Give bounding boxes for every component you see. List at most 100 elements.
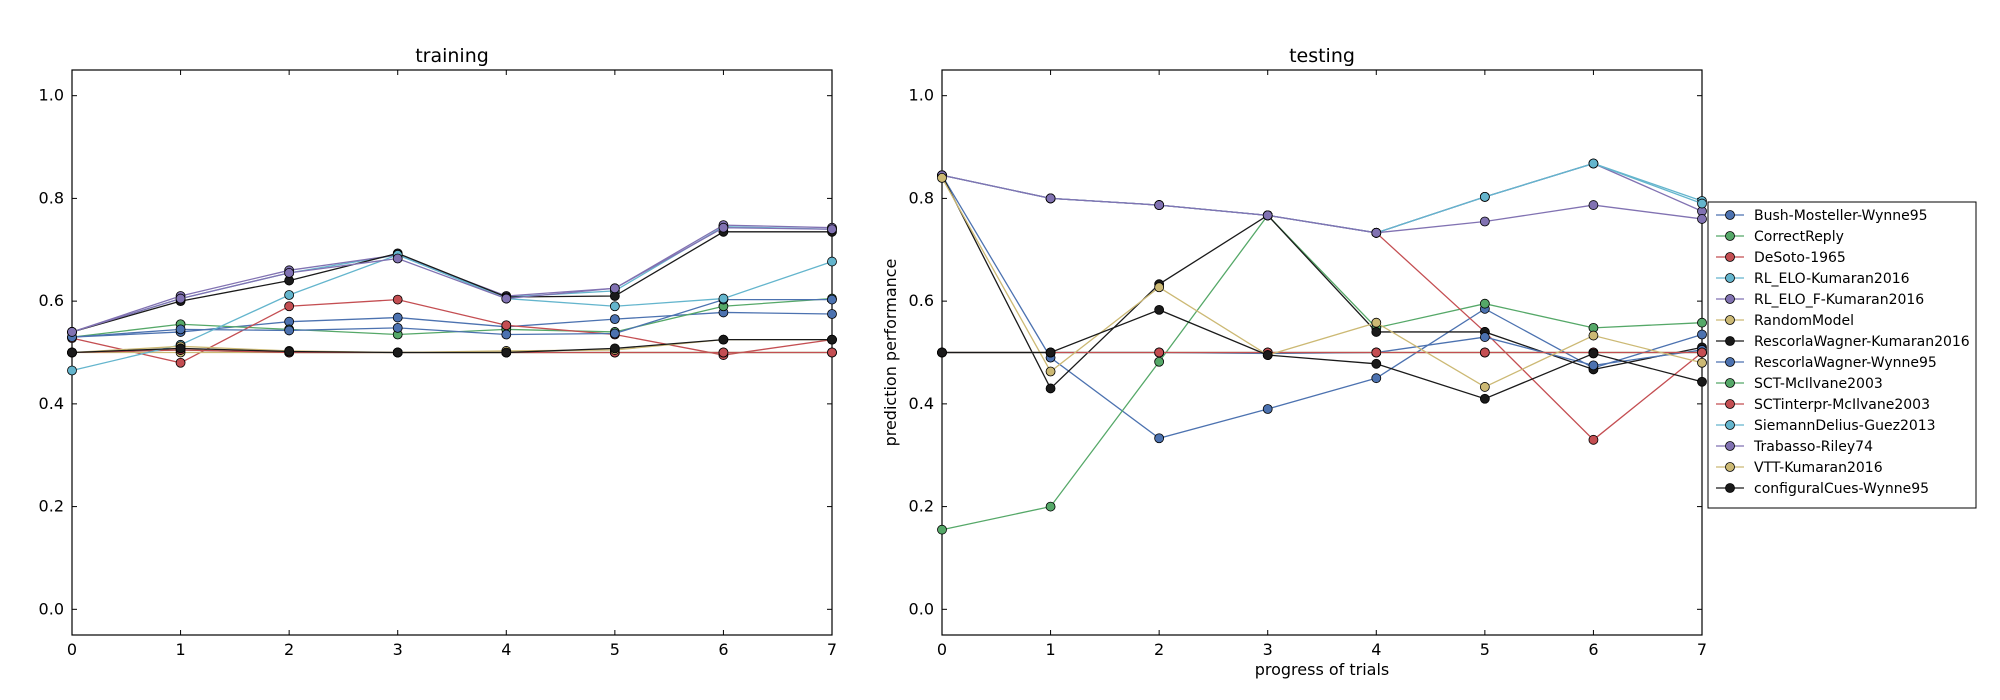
- training-series: [67, 220, 837, 376]
- training-point-bush-mosteller-wynne95: [827, 309, 837, 319]
- legend-marker: [1725, 294, 1735, 304]
- legend: Bush-Mosteller-Wynne95 CorrectReply DeSoto…: [1707, 201, 1977, 509]
- legend-marker: [1725, 252, 1735, 262]
- legend-label: configuralCues-Wynne95: [1754, 481, 1929, 497]
- training-series-configuralcues-wynne95: [67, 334, 837, 358]
- testing-point-rescorlawagner-wynne95: [1588, 360, 1599, 371]
- testing-point-configuralcues-wynne95: [1154, 304, 1165, 315]
- training-line-rescorlawagner-kumaran2016: [71, 231, 832, 333]
- training-point-desoto-1965: [175, 357, 186, 368]
- legend-label: Bush-Mosteller-Wynne95: [1754, 208, 1928, 224]
- legend-item-trabasso-riley74: Trabasso-Riley74: [1716, 439, 1873, 455]
- training-line-configuralcues-wynne95: [71, 339, 832, 354]
- legend-items: Bush-Mosteller-Wynne95 CorrectReply DeSoto…: [1716, 208, 1970, 497]
- testing-y-tick-label: 0.8: [909, 188, 934, 207]
- training-point-trabasso-riley74: [609, 283, 620, 294]
- testing-point-correctreply: [1697, 317, 1707, 328]
- testing-point-trabasso-riley74: [1371, 227, 1382, 238]
- testing-point-sctinterpr-mcilvane2003: [1371, 347, 1382, 358]
- legend-marker: [1725, 399, 1735, 409]
- training-line-rl-elo-kumaran2016: [71, 226, 833, 333]
- training-y-tick-label: 0.4: [39, 394, 64, 413]
- training-point-configuralcues-wynne95: [284, 346, 295, 357]
- testing-y-tick-label: 1.0: [909, 86, 934, 105]
- training-point-configuralcues-wynne95: [827, 334, 837, 345]
- legend-label: RL_ELO-Kumaran2016: [1754, 271, 1910, 287]
- testing-point-trabasso-riley74: [1045, 193, 1056, 204]
- testing-point-correctreply: [1479, 298, 1490, 309]
- legend-label: CorrectReply: [1754, 229, 1844, 245]
- testing-point-bush-mosteller-wynne95: [1371, 373, 1382, 384]
- testing-y-tick-label: 0.4: [909, 394, 934, 413]
- testing-point-sctinterpr-mcilvane2003: [1479, 347, 1490, 358]
- training-point-desoto-1965: [392, 294, 403, 305]
- testing-line-desoto-1965: [941, 174, 1703, 441]
- testing-line-correctreply: [941, 214, 1703, 531]
- training-point-siemanndelius-guez2013: [609, 301, 620, 312]
- legend-item-rl-elo-kumaran2016: RL_ELO-Kumaran2016: [1716, 271, 1910, 287]
- training-series-rescorlawagner-wynne95: [67, 294, 837, 342]
- legend-marker: [1725, 462, 1735, 472]
- training-point-trabasso-riley74: [175, 293, 186, 304]
- legend-label: RandomModel: [1754, 313, 1854, 329]
- training-series-rl-elo-kumaran2016: [67, 221, 837, 337]
- testing-y-ticks: 0.0 0.2 0.4 0.6 0.8 1.0: [909, 86, 1702, 618]
- testing-point-siemanndelius-guez2013: [1588, 158, 1599, 169]
- testing-point-trabasso-riley74: [1697, 214, 1707, 224]
- testing-line-rescorlawagner-kumaran2016: [941, 175, 1703, 390]
- testing-point-bush-mosteller-wynne95: [1697, 329, 1707, 340]
- legend-label: Trabasso-Riley74: [1753, 439, 1873, 455]
- training-line-bush-mosteller-wynne95: [71, 311, 833, 338]
- testing-point-configuralcues-wynne95: [1588, 348, 1599, 359]
- training-x-tick-label: 5: [610, 640, 620, 659]
- testing-x-tick-label: 0: [937, 640, 947, 659]
- testing-x-tick-label: 5: [1480, 640, 1490, 659]
- testing-point-vtt-kumaran2016: [1045, 366, 1056, 377]
- legend-label: SCT-McIlvane2003: [1754, 376, 1883, 392]
- testing-x-tick-label: 2: [1154, 640, 1164, 659]
- training-point-sctinterpr-mcilvane2003: [827, 347, 837, 358]
- testing-point-vtt-kumaran2016: [1588, 330, 1599, 341]
- legend-item-desoto-1965: DeSoto-1965: [1716, 250, 1846, 266]
- training-point-rescorlawagner-wynne95: [392, 322, 403, 333]
- legend-marker: [1725, 273, 1735, 283]
- training-x-tick-label: 0: [67, 640, 77, 659]
- legend-item-configuralcues-wynne95: configuralCues-Wynne95: [1716, 481, 1929, 497]
- testing-x-tick-label: 4: [1371, 640, 1381, 659]
- training-point-configuralcues-wynne95: [392, 347, 403, 358]
- training-x-tick-label: 3: [393, 640, 403, 659]
- testing-point-vtt-kumaran2016: [1154, 282, 1165, 293]
- testing-panel: testing 0 1 2 3 4 5 6 7 0.0 0.2 0.4 0.6 0.8 1.0: [909, 45, 1708, 659]
- testing-series: [937, 158, 1707, 535]
- training-y-ticks: 0.0 0.2 0.4 0.6 0.8 1.0: [39, 86, 832, 618]
- testing-point-vtt-kumaran2016: [1479, 382, 1490, 392]
- testing-point-correctreply: [1045, 501, 1056, 512]
- legend-box: [1707, 201, 1977, 509]
- testing-y-tick-label: 0.0: [909, 599, 934, 618]
- training-point-rescorlawagner-wynne95: [175, 324, 186, 335]
- training-point-trabasso-riley74: [718, 222, 729, 233]
- legend-label: RL_ELO_F-Kumaran2016: [1754, 292, 1924, 308]
- training-point-siemanndelius-guez2013: [827, 256, 837, 267]
- testing-x-ticks: 0 1 2 3 4 5 6 7: [937, 70, 1707, 659]
- testing-point-trabasso-riley74: [1262, 210, 1273, 221]
- testing-series-bush-mosteller-wynne95: [937, 170, 1707, 444]
- testing-y-tick-label: 0.6: [909, 291, 934, 310]
- training-point-siemanndelius-guez2013: [284, 290, 295, 300]
- training-point-sctinterpr-mcilvane2003: [718, 347, 729, 358]
- training-point-rescorlawagner-wynne95: [609, 328, 620, 339]
- testing-point-sctinterpr-mcilvane2003: [1154, 347, 1165, 358]
- training-y-tick-label: 1.0: [39, 86, 64, 105]
- training-point-configuralcues-wynne95: [67, 347, 77, 358]
- legend-item-siemanndelius-guez2013: SiemannDelius-Guez2013: [1716, 418, 1936, 434]
- legend-item-rescorlawagner-wynne95: RescorlaWagner-Wynne95: [1716, 355, 1937, 371]
- testing-point-rescorlawagner-kumaran2016: [1045, 383, 1056, 394]
- training-point-trabasso-riley74: [827, 224, 837, 235]
- legend-item-rl-elo-f-kumaran2016: RL_ELO_F-Kumaran2016: [1716, 292, 1924, 308]
- training-point-siemanndelius-guez2013: [718, 293, 729, 304]
- training-y-tick-label: 0.0: [39, 599, 64, 618]
- training-x-tick-label: 6: [718, 640, 728, 659]
- testing-point-siemanndelius-guez2013: [1479, 191, 1490, 202]
- legend-item-sct-mcilvane2003: SCT-McIlvane2003: [1716, 376, 1883, 392]
